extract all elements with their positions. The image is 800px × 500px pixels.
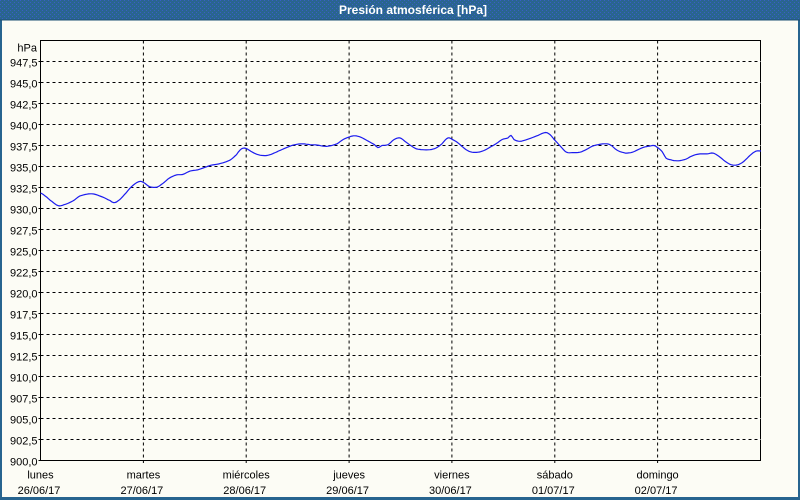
svg-text:martes: martes <box>127 470 161 482</box>
svg-text:942,5: 942,5 <box>10 99 38 111</box>
svg-text:907,5: 907,5 <box>10 393 38 405</box>
svg-text:29/06/17: 29/06/17 <box>326 485 369 497</box>
svg-text:sábado: sábado <box>537 470 573 482</box>
svg-text:935,0: 935,0 <box>10 162 38 174</box>
svg-text:900,0: 900,0 <box>10 456 38 468</box>
svg-text:lunes: lunes <box>27 470 54 482</box>
svg-text:30/06/17: 30/06/17 <box>429 485 472 497</box>
svg-text:920,0: 920,0 <box>10 288 38 300</box>
svg-text:902,5: 902,5 <box>10 435 38 447</box>
svg-text:jueves: jueves <box>332 470 365 482</box>
svg-text:945,0: 945,0 <box>10 78 38 90</box>
svg-text:26/06/17: 26/06/17 <box>18 485 61 497</box>
svg-text:hPa: hPa <box>17 43 37 55</box>
svg-text:912,5: 912,5 <box>10 351 38 363</box>
svg-text:930,0: 930,0 <box>10 204 38 216</box>
svg-text:01/07/17: 01/07/17 <box>532 485 575 497</box>
svg-text:925,0: 925,0 <box>10 246 38 258</box>
svg-text:Presión atmosférica [hPa]: Presión atmosférica [hPa] <box>339 3 487 17</box>
svg-text:932,5: 932,5 <box>10 183 38 195</box>
svg-text:922,5: 922,5 <box>10 267 38 279</box>
svg-text:miércoles: miércoles <box>223 470 271 482</box>
svg-text:917,5: 917,5 <box>10 309 38 321</box>
svg-text:28/06/17: 28/06/17 <box>223 485 266 497</box>
svg-text:915,0: 915,0 <box>10 330 38 342</box>
svg-text:domingo: domingo <box>636 470 678 482</box>
svg-text:937,5: 937,5 <box>10 141 38 153</box>
svg-text:940,0: 940,0 <box>10 120 38 132</box>
svg-text:viernes: viernes <box>434 470 470 482</box>
svg-text:947,5: 947,5 <box>10 57 38 69</box>
svg-text:905,0: 905,0 <box>10 414 38 426</box>
svg-text:927,5: 927,5 <box>10 225 38 237</box>
svg-text:910,0: 910,0 <box>10 372 38 384</box>
svg-text:02/07/17: 02/07/17 <box>635 485 678 497</box>
svg-text:27/06/17: 27/06/17 <box>120 485 163 497</box>
